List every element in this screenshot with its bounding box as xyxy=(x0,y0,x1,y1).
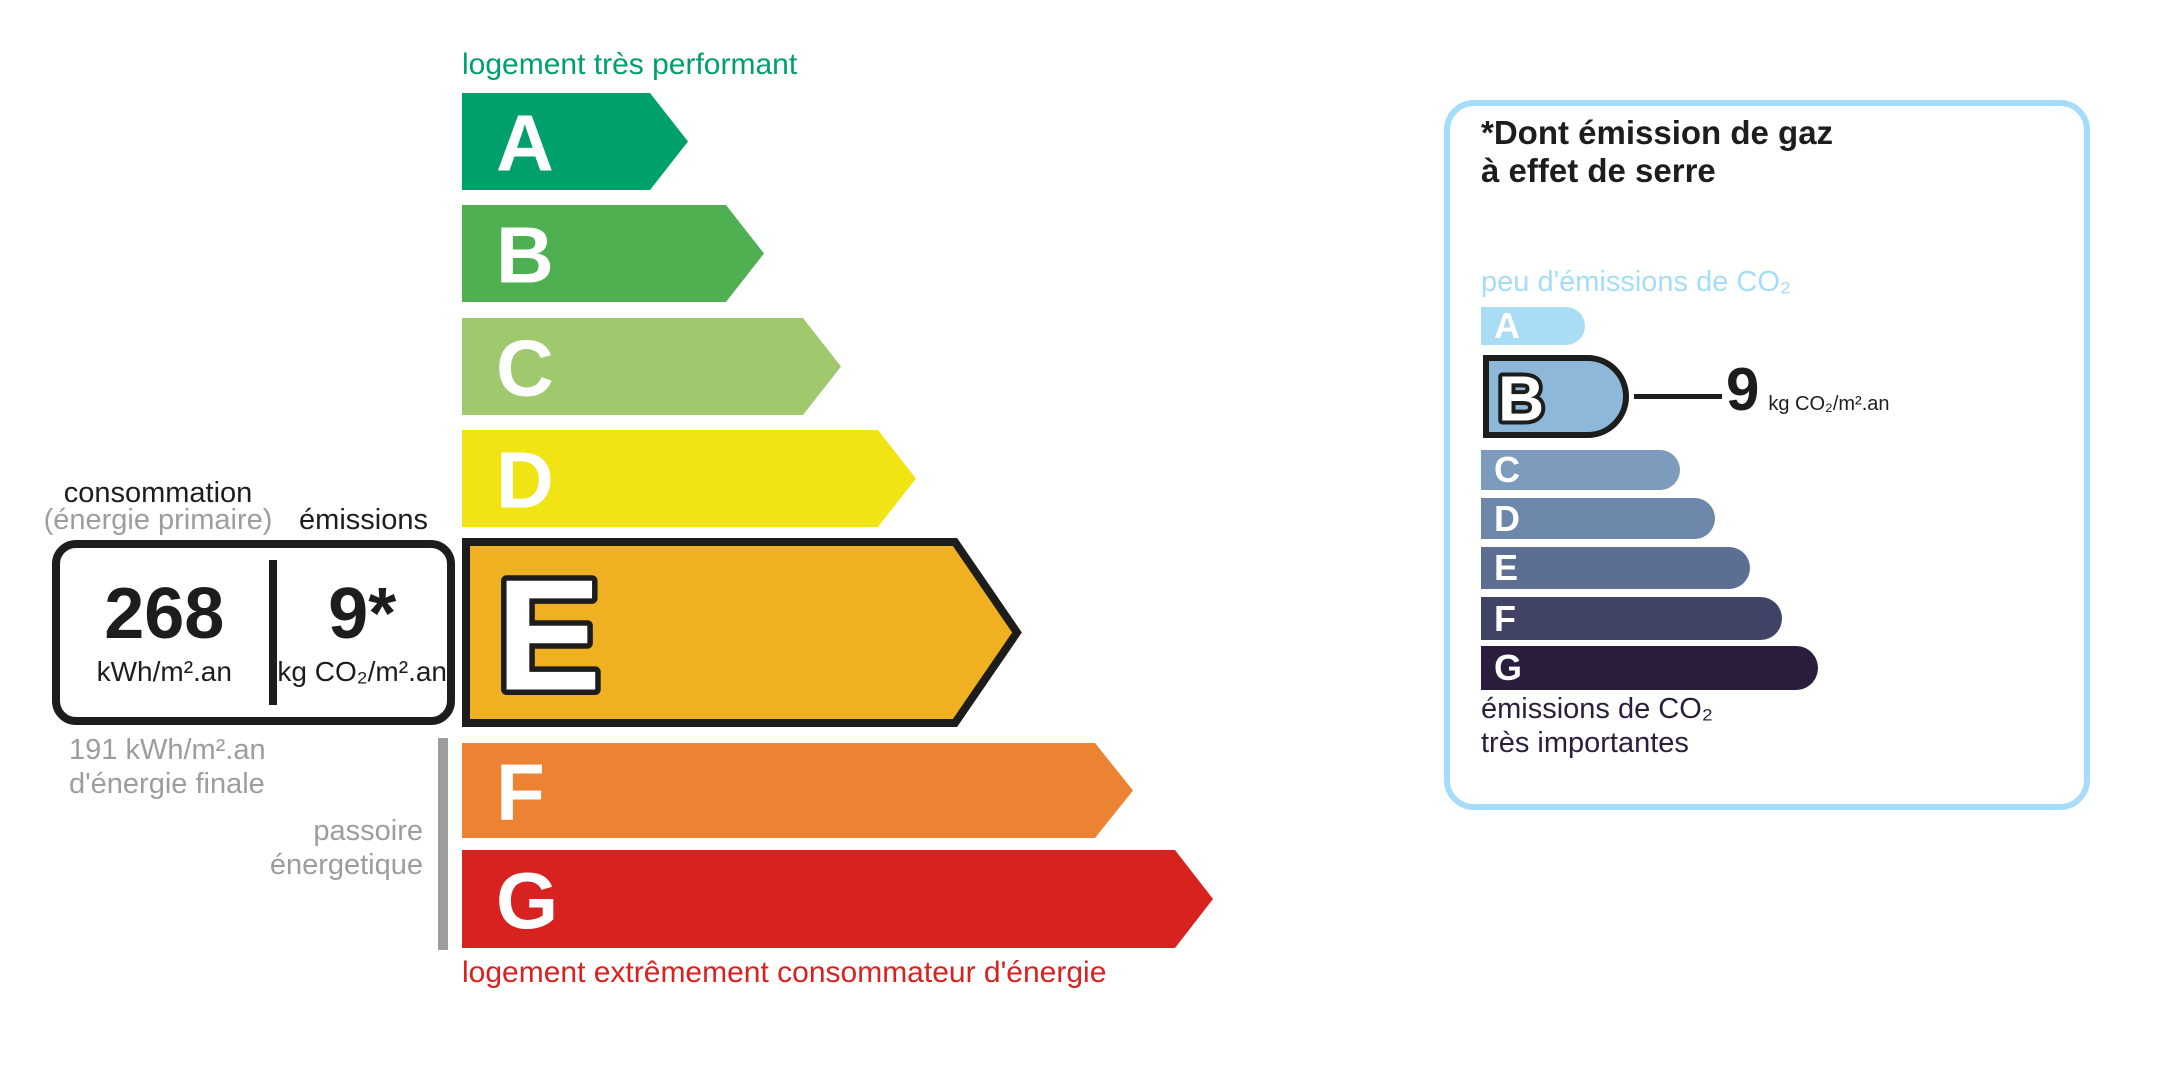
energy-class-E-selected: E xyxy=(462,538,1022,729)
final-energy-line2: d'énergie finale xyxy=(69,768,265,801)
energy-class-C: C xyxy=(462,318,841,415)
consumption-unit: kWh/m².an xyxy=(96,655,232,687)
co2-class-D: D xyxy=(1481,498,1715,539)
co2-panel-title: *Dont émission de gaz à effet de serre xyxy=(1481,114,1833,190)
energy-class-B: B xyxy=(462,205,764,302)
energy-class-letter-E: E xyxy=(496,548,601,724)
consumption-sublabel: (énergie primaire) xyxy=(43,504,273,536)
energy-arrow-shape-G xyxy=(462,850,1213,948)
co2-class-letter-E: E xyxy=(1494,547,1519,588)
co2-panel-title-line2: à effet de serre xyxy=(1481,151,1716,189)
co2-panel-title-line1: *Dont émission de gaz xyxy=(1481,114,1834,151)
co2-bar-shape-B xyxy=(1483,355,1629,438)
co2-class-letter-B: B xyxy=(1498,363,1544,435)
energy-class-letter-D: D xyxy=(496,436,554,525)
top-caption: logement très performant xyxy=(462,48,798,81)
co2-class-B-selected: B xyxy=(1483,355,1629,439)
co2-value-unit: kg CO₂/m².an xyxy=(1768,393,1890,415)
energy-class-F: F xyxy=(462,743,1133,838)
co2-class-F: F xyxy=(1481,597,1782,640)
consumption-cell: 268 kWh/m².an xyxy=(60,548,269,717)
energy-class-letter-C: C xyxy=(496,324,554,413)
co2-class-letter-F: F xyxy=(1494,598,1516,639)
energy-class-letter-A: A xyxy=(496,99,554,188)
emissions-unit: kg CO₂/m².an xyxy=(277,655,447,687)
co2-value-group: 9 kg CO₂/m².an xyxy=(1726,360,1890,420)
energy-class-letter-B: B xyxy=(496,211,554,300)
bottom-caption: logement extrêmement consommateur d'éner… xyxy=(462,956,1107,989)
energy-arrow-shape-A xyxy=(462,93,688,190)
co2-class-E: E xyxy=(1481,547,1750,589)
energy-arrow-shape-F xyxy=(462,743,1133,838)
co2-class-G: G xyxy=(1481,646,1818,690)
co2-class-letter-G: G xyxy=(1494,647,1523,688)
energy-arrow-shape-C xyxy=(462,318,841,415)
energy-arrow-shape-B xyxy=(462,205,764,302)
emissions-cell: 9* kg CO₂/m².an xyxy=(277,548,447,717)
energy-arrow-shape-D xyxy=(462,430,916,527)
co2-pointer-line xyxy=(1634,394,1722,399)
co2-class-A: A xyxy=(1481,307,1585,345)
co2-value: 9 xyxy=(1726,356,1760,423)
value-box-divider xyxy=(268,560,278,705)
energy-class-A: A xyxy=(462,93,688,190)
energy-arrow-shape-E xyxy=(462,538,1022,727)
final-energy-note: 191 kWh/m².an d'énergie finale xyxy=(69,733,266,801)
energy-class-D: D xyxy=(462,430,916,527)
co2-bottom-caption-line2: très importantes xyxy=(1481,727,1689,760)
energy-class-G: G xyxy=(462,850,1213,948)
value-box: 268 kWh/m².an 9* kg CO₂/m².an xyxy=(52,540,455,725)
energy-sieve-label: passoire énergetique xyxy=(200,814,423,882)
energy-class-letter-G: G xyxy=(496,856,558,945)
energy-sieve-line1: passoire xyxy=(313,815,423,847)
energy-sieve-line2: énergetique xyxy=(269,849,423,882)
co2-top-caption: peu d'émissions de CO₂ xyxy=(1481,266,1792,298)
co2-class-letter-D: D xyxy=(1494,498,1520,539)
emissions-label: émissions xyxy=(299,504,428,536)
consumption-label: consommation xyxy=(63,477,253,509)
emissions-value: 9* xyxy=(328,573,397,654)
final-energy-line1: 191 kWh/m².an xyxy=(69,734,266,766)
co2-bottom-caption-line1: émissions de CO₂ xyxy=(1481,693,1714,725)
co2-class-C: C xyxy=(1481,450,1680,490)
co2-class-letter-A: A xyxy=(1494,305,1520,346)
co2-class-letter-C: C xyxy=(1494,449,1520,490)
co2-bottom-caption: émissions de CO₂ très importantes xyxy=(1481,692,1713,760)
sieve-bracket-bar xyxy=(438,738,448,950)
energy-class-letter-F: F xyxy=(496,748,545,837)
consumption-value: 268 xyxy=(104,573,225,654)
